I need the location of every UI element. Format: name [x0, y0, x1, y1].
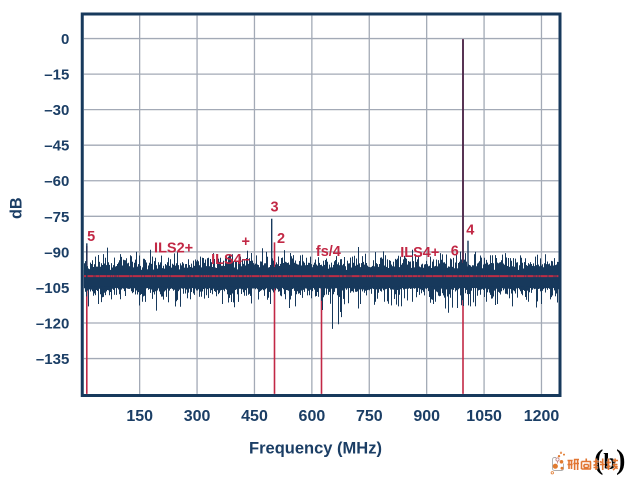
- svg-text:–135: –135: [36, 351, 69, 368]
- svg-text:0: 0: [61, 31, 69, 48]
- svg-text:3: 3: [270, 199, 278, 215]
- svg-text:ILS2+: ILS2+: [154, 240, 193, 256]
- svg-text:fs/4: fs/4: [316, 244, 341, 260]
- svg-text:150: 150: [126, 408, 153, 425]
- svg-text:dB: dB: [8, 197, 26, 219]
- svg-text:6: 6: [451, 244, 459, 260]
- svg-text:450: 450: [241, 408, 268, 425]
- svg-text:2: 2: [277, 231, 285, 247]
- svg-text:–60: –60: [44, 173, 69, 190]
- svg-text:900: 900: [413, 408, 440, 425]
- svg-text:ILS4–: ILS4–: [211, 252, 250, 268]
- svg-text:1050: 1050: [466, 408, 502, 425]
- svg-text:+: +: [241, 234, 249, 250]
- svg-text:–30: –30: [44, 102, 69, 119]
- svg-text:4: 4: [466, 222, 474, 238]
- svg-text:Frequency (MHz): Frequency (MHz): [249, 440, 382, 458]
- svg-text:–90: –90: [44, 244, 69, 261]
- svg-text:–75: –75: [44, 209, 69, 226]
- svg-text:ILS4+: ILS4+: [400, 245, 439, 261]
- svg-text:–120: –120: [36, 315, 69, 332]
- svg-text:300: 300: [184, 408, 211, 425]
- svg-text:1200: 1200: [524, 408, 560, 425]
- svg-text:–45: –45: [44, 138, 69, 155]
- svg-text:600: 600: [299, 408, 326, 425]
- svg-text:5: 5: [87, 229, 95, 245]
- svg-text:–105: –105: [36, 280, 69, 297]
- svg-text:750: 750: [356, 408, 383, 425]
- svg-text:–15: –15: [44, 67, 69, 84]
